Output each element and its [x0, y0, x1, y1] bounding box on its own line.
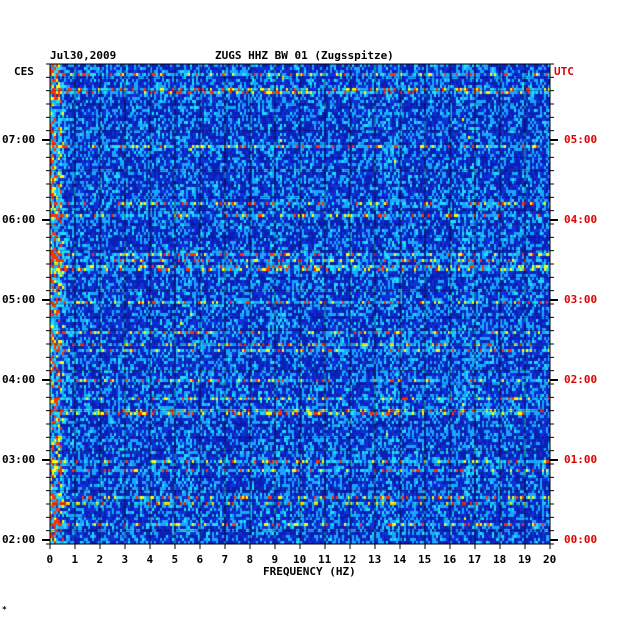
corner-mark: * [2, 605, 7, 614]
y-tick-label-right-04:00: 04:00 [564, 213, 598, 226]
y-tick-label-left-05:00: 05:00 [2, 293, 36, 306]
y-tick-label-right-03:00: 03:00 [564, 293, 598, 306]
x-tick-label-14: 14 [393, 553, 407, 566]
right-timezone-label: UTC [554, 65, 574, 78]
y-tick-label-left-07:00: 07:00 [2, 133, 36, 146]
y-tick-label-left-03:00: 03:00 [2, 453, 36, 466]
x-tick-label-18: 18 [493, 553, 507, 566]
left-timezone-label: CES [14, 65, 34, 78]
x-tick-label-7: 7 [221, 553, 229, 566]
y-tick-label-right-05:00: 05:00 [564, 133, 598, 146]
y-tick-label-right-02:00: 02:00 [564, 373, 598, 386]
x-axis-title: FREQUENCY (HZ) [263, 565, 356, 578]
station-title: ZUGS HHZ BW 01 (Zugsspitze) [215, 49, 394, 62]
x-tick-label-13: 13 [368, 553, 382, 566]
y-tick-label-left-04:00: 04:00 [2, 373, 36, 386]
x-tick-label-8: 8 [246, 553, 254, 566]
y-tick-label-left-02:00: 02:00 [2, 533, 36, 546]
x-tick-label-0: 0 [46, 553, 54, 566]
x-tick-label-19: 19 [518, 553, 532, 566]
x-tick-label-20: 20 [543, 553, 557, 566]
date-label: Jul30,2009 [50, 49, 117, 62]
x-tick-label-3: 3 [121, 553, 129, 566]
x-tick-label-12: 12 [343, 553, 357, 566]
x-tick-label-16: 16 [443, 553, 457, 566]
y-tick-label-right-00:00: 00:00 [564, 533, 598, 546]
x-tick-label-6: 6 [196, 553, 204, 566]
x-tick-label-9: 9 [271, 553, 279, 566]
x-tick-label-1: 1 [71, 553, 79, 566]
x-tick-label-5: 5 [171, 553, 179, 566]
y-tick-label-right-01:00: 01:00 [564, 453, 598, 466]
x-tick-label-17: 17 [468, 553, 482, 566]
x-tick-label-4: 4 [146, 553, 154, 566]
x-tick-label-10: 10 [293, 553, 307, 566]
y-tick-label-left-06:00: 06:00 [2, 213, 36, 226]
x-tick-label-2: 2 [96, 553, 104, 566]
x-tick-label-15: 15 [418, 553, 432, 566]
x-tick-label-11: 11 [318, 553, 332, 566]
